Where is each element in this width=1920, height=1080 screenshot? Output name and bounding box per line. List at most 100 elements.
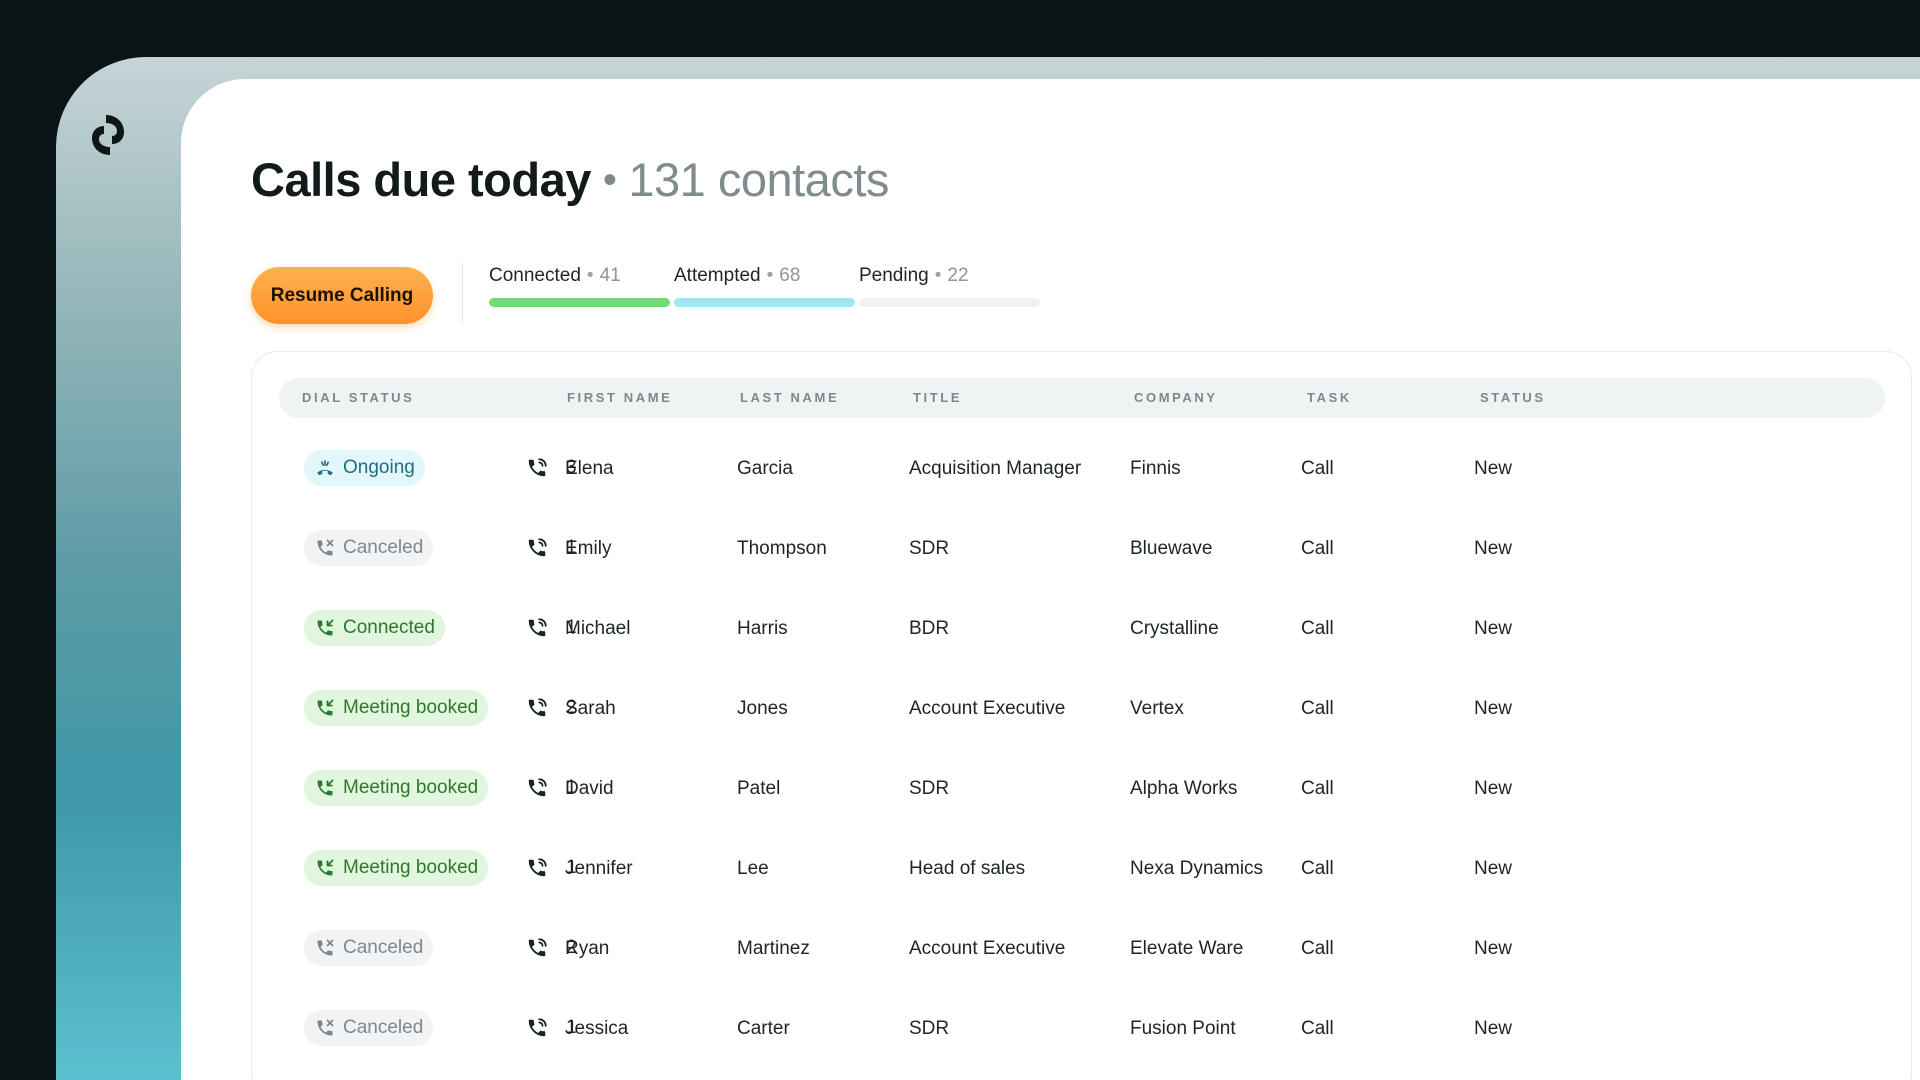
- cell-first-name: Jennifer: [565, 858, 633, 879]
- cell-last-name: Carter: [737, 1018, 790, 1039]
- call-attempts[interactable]: 1: [526, 777, 577, 799]
- cell-task: Call: [1301, 458, 1334, 479]
- dial-status-label: Ongoing: [343, 457, 415, 478]
- column-header-first-name[interactable]: FIRST NAME: [567, 390, 673, 405]
- dial-status-badge[interactable]: Canceled: [304, 930, 434, 966]
- phone-incoming-icon: [315, 858, 343, 878]
- table-row[interactable]: Meeting booked 2 Sarah Jones Account Executi…: [252, 670, 1911, 750]
- cell-company: Nexa Dynamics: [1130, 858, 1264, 879]
- phone-canceled-icon: [315, 1018, 343, 1038]
- cell-task: Call: [1301, 778, 1334, 799]
- brand-logo-icon[interactable]: [86, 113, 130, 157]
- dial-status-label: Meeting booked: [343, 857, 479, 878]
- dial-status-label: Canceled: [343, 937, 424, 958]
- progress-separator: •: [934, 265, 942, 286]
- cell-status: New: [1474, 618, 1513, 639]
- table-row[interactable]: Meeting booked 1 David Patel SDR Alpha Works C…: [252, 750, 1911, 830]
- column-header-status[interactable]: STATUS: [1480, 390, 1546, 405]
- cell-status: New: [1474, 938, 1513, 959]
- table-header: DIAL STATUS FIRST NAME LAST NAME TITLE C…: [279, 378, 1885, 418]
- table-row[interactable]: Canceled 1 Jessica Carter SDR Fusion Point Cal…: [252, 990, 1911, 1070]
- cell-status: New: [1474, 778, 1513, 799]
- dial-status-label: Canceled: [343, 537, 424, 558]
- cell-last-name: Patel: [737, 778, 781, 799]
- column-header-title[interactable]: TITLE: [913, 390, 963, 405]
- dial-status-badge[interactable]: Ongoing: [304, 450, 425, 486]
- dial-status-badge[interactable]: Canceled: [304, 1010, 434, 1046]
- column-header-task[interactable]: TASK: [1307, 390, 1352, 405]
- cell-first-name: Emily: [565, 538, 612, 559]
- progress-bar-pending: [859, 298, 1040, 307]
- dial-status-badge[interactable]: Meeting booked: [304, 690, 489, 726]
- progress-label: Attempted: [674, 265, 761, 286]
- phone-canceled-icon: [315, 938, 343, 958]
- cell-company: Alpha Works: [1130, 778, 1238, 799]
- cell-company: Finnis: [1130, 458, 1181, 479]
- dial-status-label: Meeting booked: [343, 697, 479, 718]
- cell-first-name: Michael: [565, 618, 631, 639]
- table-row[interactable]: Canceled 1 Emily Thompson SDR Bluewave Call New: [252, 510, 1911, 590]
- dial-status-badge[interactable]: Canceled: [304, 530, 434, 566]
- call-attempts[interactable]: 1: [526, 537, 577, 559]
- phone-icon: [526, 697, 548, 719]
- call-attempts[interactable]: 1: [526, 1017, 577, 1039]
- column-header-last-name[interactable]: LAST NAME: [740, 390, 840, 405]
- dial-status-badge[interactable]: Meeting booked: [304, 770, 489, 806]
- cell-title: SDR: [909, 778, 950, 799]
- page-title: Calls due today: [251, 153, 591, 206]
- attempt-count: 2: [566, 937, 577, 958]
- cell-status: New: [1474, 538, 1513, 559]
- table-row[interactable]: Meeting booked 1 Jennifer Lee Head of sales N…: [252, 830, 1911, 910]
- toolbar-divider: [462, 262, 463, 324]
- cell-status: New: [1474, 1018, 1513, 1039]
- cell-title: SDR: [909, 538, 950, 559]
- call-attempts[interactable]: 1: [526, 857, 577, 879]
- phone-canceled-icon: [315, 538, 343, 558]
- table-row[interactable]: Connected 1 Michael Harris BDR Crystalline Cal…: [252, 590, 1911, 670]
- attempt-count: 1: [566, 617, 577, 638]
- call-attempts[interactable]: 1: [526, 617, 577, 639]
- table-row[interactable]: Ongoing 3 Elena Garcia Acquisition Manager Fi…: [252, 430, 1911, 510]
- cell-company: Bluewave: [1130, 538, 1213, 559]
- cell-title: Acquisition Manager: [909, 458, 1082, 479]
- cell-status: New: [1474, 458, 1513, 479]
- cell-last-name: Thompson: [737, 538, 827, 559]
- contacts-table: DIAL STATUS FIRST NAME LAST NAME TITLE C…: [251, 351, 1912, 1080]
- call-attempts[interactable]: 2: [526, 697, 577, 719]
- progress-label: Connected: [489, 265, 581, 286]
- phone-incoming-icon: [315, 698, 343, 718]
- attempt-count: 1: [566, 777, 577, 798]
- cell-company: Vertex: [1130, 698, 1184, 719]
- progress-count: 68: [779, 265, 801, 286]
- cell-first-name: David: [565, 778, 614, 799]
- cell-status: New: [1474, 858, 1513, 879]
- cell-last-name: Harris: [737, 618, 788, 639]
- progress-connected[interactable]: Connected • 41: [489, 265, 670, 307]
- cell-first-name: Ryan: [565, 938, 610, 959]
- dial-status-badge[interactable]: Meeting booked: [304, 850, 489, 886]
- table-row[interactable]: Canceled 2 Ryan Martinez Account Executive El…: [252, 910, 1911, 990]
- phone-icon: [526, 937, 548, 959]
- progress-pending[interactable]: Pending • 22: [859, 265, 1040, 307]
- phone-incoming-icon: [315, 618, 343, 638]
- phone-icon: [526, 1017, 548, 1039]
- column-header-company[interactable]: COMPANY: [1134, 390, 1218, 405]
- cell-task: Call: [1301, 618, 1334, 639]
- attempt-count: 1: [566, 537, 577, 558]
- progress-attempted[interactable]: Attempted • 68: [674, 265, 855, 307]
- cell-task: Call: [1301, 858, 1334, 879]
- column-header-dial-status[interactable]: DIAL STATUS: [302, 390, 415, 405]
- cell-company: Elevate Ware: [1130, 938, 1244, 959]
- cell-first-name: Jessica: [565, 1018, 629, 1039]
- contacts-count: 131 contacts: [628, 153, 889, 206]
- call-attempts[interactable]: 2: [526, 937, 577, 959]
- resume-calling-button[interactable]: Resume Calling: [251, 267, 433, 324]
- attempt-count: 1: [566, 1017, 577, 1038]
- cell-company: Fusion Point: [1130, 1018, 1236, 1039]
- dial-status-badge[interactable]: Connected: [304, 610, 445, 646]
- cell-first-name: Elena: [565, 458, 614, 479]
- call-attempts[interactable]: 3: [526, 457, 577, 479]
- page-heading: Calls due today • 131 contacts: [251, 152, 889, 207]
- progress-separator: •: [586, 265, 594, 286]
- phone-icon: [526, 777, 548, 799]
